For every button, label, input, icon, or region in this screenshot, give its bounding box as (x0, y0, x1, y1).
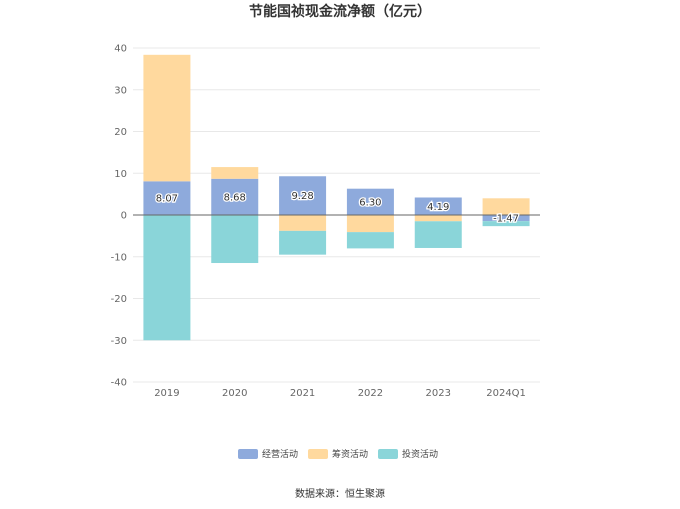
legend-label: 经营活动 (262, 448, 298, 460)
chart-title: 节能国祯现金流净额（亿元） (249, 3, 431, 20)
bar-segment (414, 197, 462, 215)
bar-segment (143, 54, 191, 182)
y-tick-label: -10 (111, 252, 127, 263)
bar-segment (414, 215, 462, 222)
bar-segment (482, 221, 530, 227)
y-tick-label: 30 (114, 85, 127, 96)
x-tick-label: 2019 (154, 388, 179, 399)
legend-label: 筹资活动 (332, 448, 368, 460)
x-tick-label: 2021 (290, 388, 315, 399)
bar-segment (279, 176, 327, 215)
bar-segment (414, 221, 462, 248)
bar-segment (143, 215, 191, 341)
bar-segment (482, 215, 530, 222)
y-axis-ticks: 40 30 20 10 0 -10 -20 -30 -40 (111, 44, 127, 389)
legend-swatch (238, 449, 258, 459)
bar-segment (211, 215, 259, 264)
source-note: 数据来源：恒生聚源 (295, 487, 385, 500)
y-tick-label: 10 (114, 169, 127, 180)
x-axis-ticks: 2019 2020 2021 2022 2023 2024Q1 (154, 388, 526, 399)
bar-segment (211, 167, 259, 179)
data-label: -1.47 (493, 214, 519, 225)
y-tick-label: 0 (121, 211, 127, 222)
data-labels: 8.07 8.68 9.28 6.30 4.19 -1.47 (155, 190, 521, 226)
legend: 经营活动 筹资活动 投资活动 (238, 448, 438, 460)
data-label: 8.07 (156, 194, 178, 205)
bar-segment (279, 215, 327, 231)
y-tick-label: 20 (114, 127, 127, 138)
x-tick-label: 2023 (426, 388, 451, 399)
bar-segment (279, 230, 327, 255)
legend-item[interactable]: 投资活动 (378, 448, 438, 460)
y-tick-label: -40 (111, 378, 127, 389)
data-label: 4.19 (427, 202, 449, 213)
legend-item[interactable]: 经营活动 (238, 448, 298, 460)
legend-item[interactable]: 筹资活动 (308, 448, 368, 460)
bar-segment (346, 215, 394, 233)
x-tick-label: 2020 (222, 388, 247, 399)
bars (143, 54, 530, 341)
y-tick-label: 40 (114, 44, 127, 55)
legend-swatch (308, 449, 328, 459)
bar-segment (143, 181, 191, 215)
legend-label: 投资活动 (402, 448, 438, 460)
data-label: 8.68 (224, 192, 246, 203)
data-label: 6.30 (359, 197, 381, 208)
x-tick-label: 2022 (358, 388, 383, 399)
bar-segment (482, 198, 530, 215)
bar-segment (346, 188, 394, 215)
data-label: 9.28 (291, 191, 313, 202)
legend-swatch (378, 449, 398, 459)
y-tick-label: -30 (111, 336, 127, 347)
x-tick-label: 2024Q1 (486, 388, 526, 399)
y-tick-label: -20 (111, 294, 127, 305)
bar-segment (211, 178, 259, 215)
bar-segment (346, 232, 394, 249)
